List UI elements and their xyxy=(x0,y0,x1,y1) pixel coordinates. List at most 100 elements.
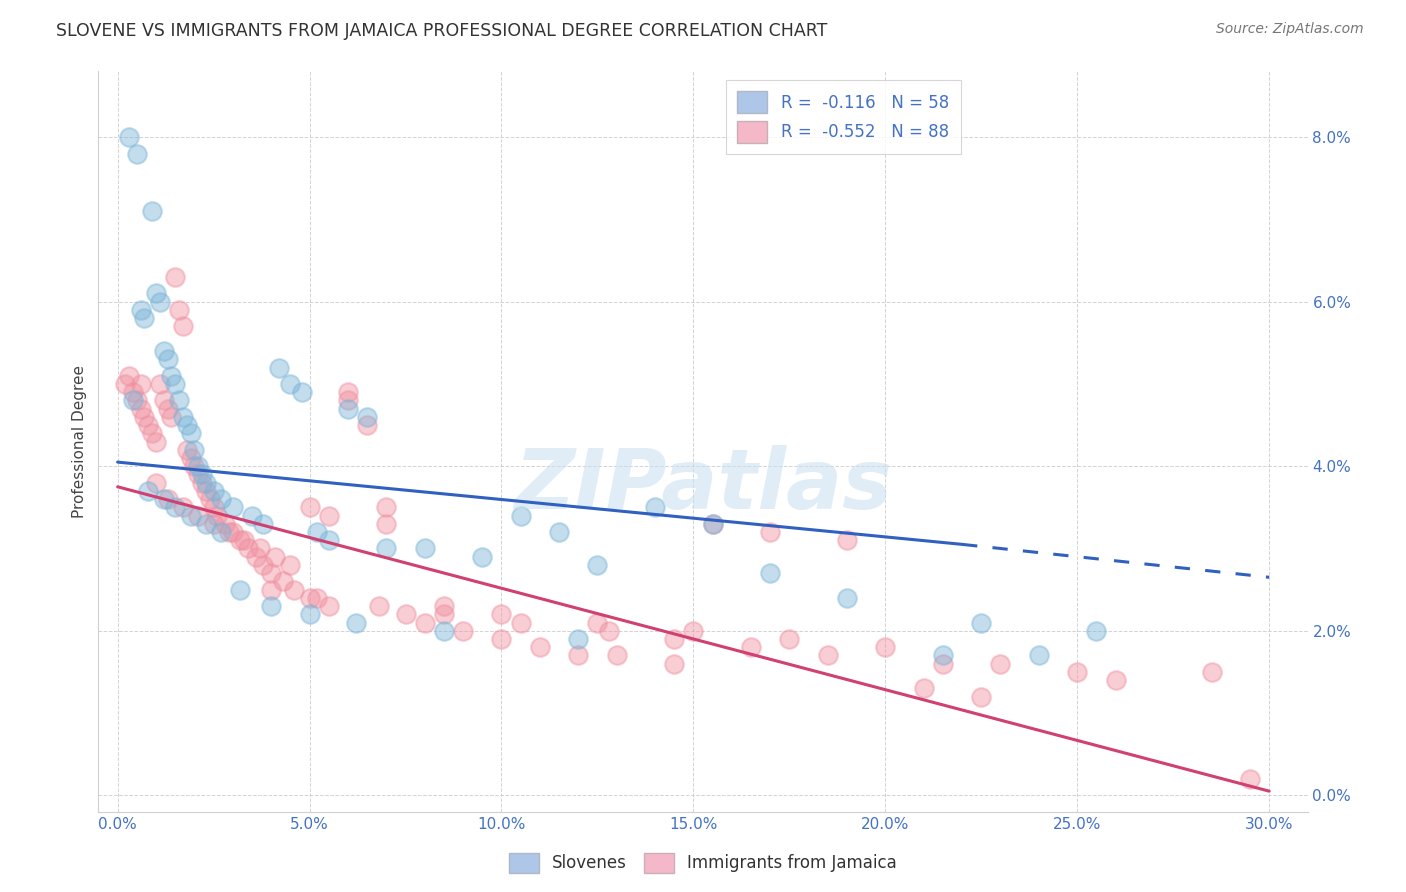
Point xyxy=(529,640,551,655)
Point xyxy=(202,483,225,498)
Point xyxy=(156,401,179,416)
Point xyxy=(509,508,531,523)
Point xyxy=(152,344,174,359)
Point xyxy=(970,615,993,630)
Point xyxy=(167,302,190,317)
Point xyxy=(145,434,167,449)
Point xyxy=(451,624,474,638)
Point xyxy=(194,483,217,498)
Point xyxy=(160,368,183,383)
Point xyxy=(291,385,314,400)
Point xyxy=(267,360,290,375)
Point xyxy=(160,409,183,424)
Point xyxy=(167,393,190,408)
Point xyxy=(229,533,252,548)
Legend: R =  -0.116   N = 58, R =  -0.552   N = 88: R = -0.116 N = 58, R = -0.552 N = 88 xyxy=(725,79,960,154)
Point xyxy=(180,450,202,465)
Point xyxy=(318,508,340,523)
Point xyxy=(198,492,221,507)
Point xyxy=(318,599,340,613)
Point xyxy=(413,541,436,556)
Point xyxy=(298,607,321,622)
Point xyxy=(222,500,245,515)
Point xyxy=(664,632,686,646)
Point xyxy=(156,352,179,367)
Point xyxy=(835,533,858,548)
Point xyxy=(176,442,198,457)
Y-axis label: Professional Degree: Professional Degree xyxy=(72,365,87,518)
Point xyxy=(209,492,232,507)
Point xyxy=(129,376,152,391)
Point xyxy=(702,516,724,531)
Point xyxy=(187,508,209,523)
Point xyxy=(318,533,340,548)
Point xyxy=(283,582,305,597)
Point xyxy=(336,401,359,416)
Point xyxy=(491,632,513,646)
Point xyxy=(644,500,666,515)
Point xyxy=(1066,665,1088,679)
Point xyxy=(307,591,329,605)
Point xyxy=(356,409,378,424)
Point xyxy=(664,657,686,671)
Point xyxy=(307,524,329,539)
Point xyxy=(149,294,172,309)
Point xyxy=(118,368,141,383)
Point xyxy=(394,607,416,622)
Point xyxy=(194,475,217,490)
Point xyxy=(586,615,609,630)
Point xyxy=(1104,673,1126,687)
Point xyxy=(433,624,456,638)
Point xyxy=(194,516,217,531)
Point xyxy=(375,500,398,515)
Point xyxy=(245,549,267,564)
Point xyxy=(152,393,174,408)
Point xyxy=(778,632,800,646)
Point xyxy=(759,566,782,581)
Point xyxy=(260,582,283,597)
Point xyxy=(191,475,214,490)
Point xyxy=(218,524,240,539)
Point xyxy=(187,467,209,482)
Point xyxy=(932,648,955,663)
Point xyxy=(172,500,194,515)
Point xyxy=(233,533,256,548)
Point xyxy=(141,204,163,219)
Point xyxy=(180,508,202,523)
Point xyxy=(152,492,174,507)
Point xyxy=(433,607,456,622)
Point xyxy=(183,459,205,474)
Point xyxy=(759,524,782,539)
Point xyxy=(149,376,172,391)
Point xyxy=(264,549,287,564)
Point xyxy=(702,516,724,531)
Point xyxy=(183,442,205,457)
Point xyxy=(145,475,167,490)
Point xyxy=(1085,624,1108,638)
Point xyxy=(356,418,378,433)
Point xyxy=(141,426,163,441)
Point xyxy=(207,508,229,523)
Point xyxy=(202,516,225,531)
Point xyxy=(165,270,187,285)
Point xyxy=(114,376,136,391)
Point xyxy=(172,319,194,334)
Point xyxy=(209,524,232,539)
Point xyxy=(336,385,359,400)
Point xyxy=(260,599,283,613)
Point xyxy=(336,393,359,408)
Point xyxy=(298,500,321,515)
Point xyxy=(375,541,398,556)
Point xyxy=(606,648,628,663)
Point xyxy=(1028,648,1050,663)
Point xyxy=(145,286,167,301)
Point xyxy=(491,607,513,622)
Point xyxy=(156,492,179,507)
Point xyxy=(180,426,202,441)
Point xyxy=(240,508,263,523)
Point xyxy=(260,566,283,581)
Point xyxy=(214,516,236,531)
Point xyxy=(471,549,494,564)
Point xyxy=(229,582,252,597)
Point xyxy=(252,516,274,531)
